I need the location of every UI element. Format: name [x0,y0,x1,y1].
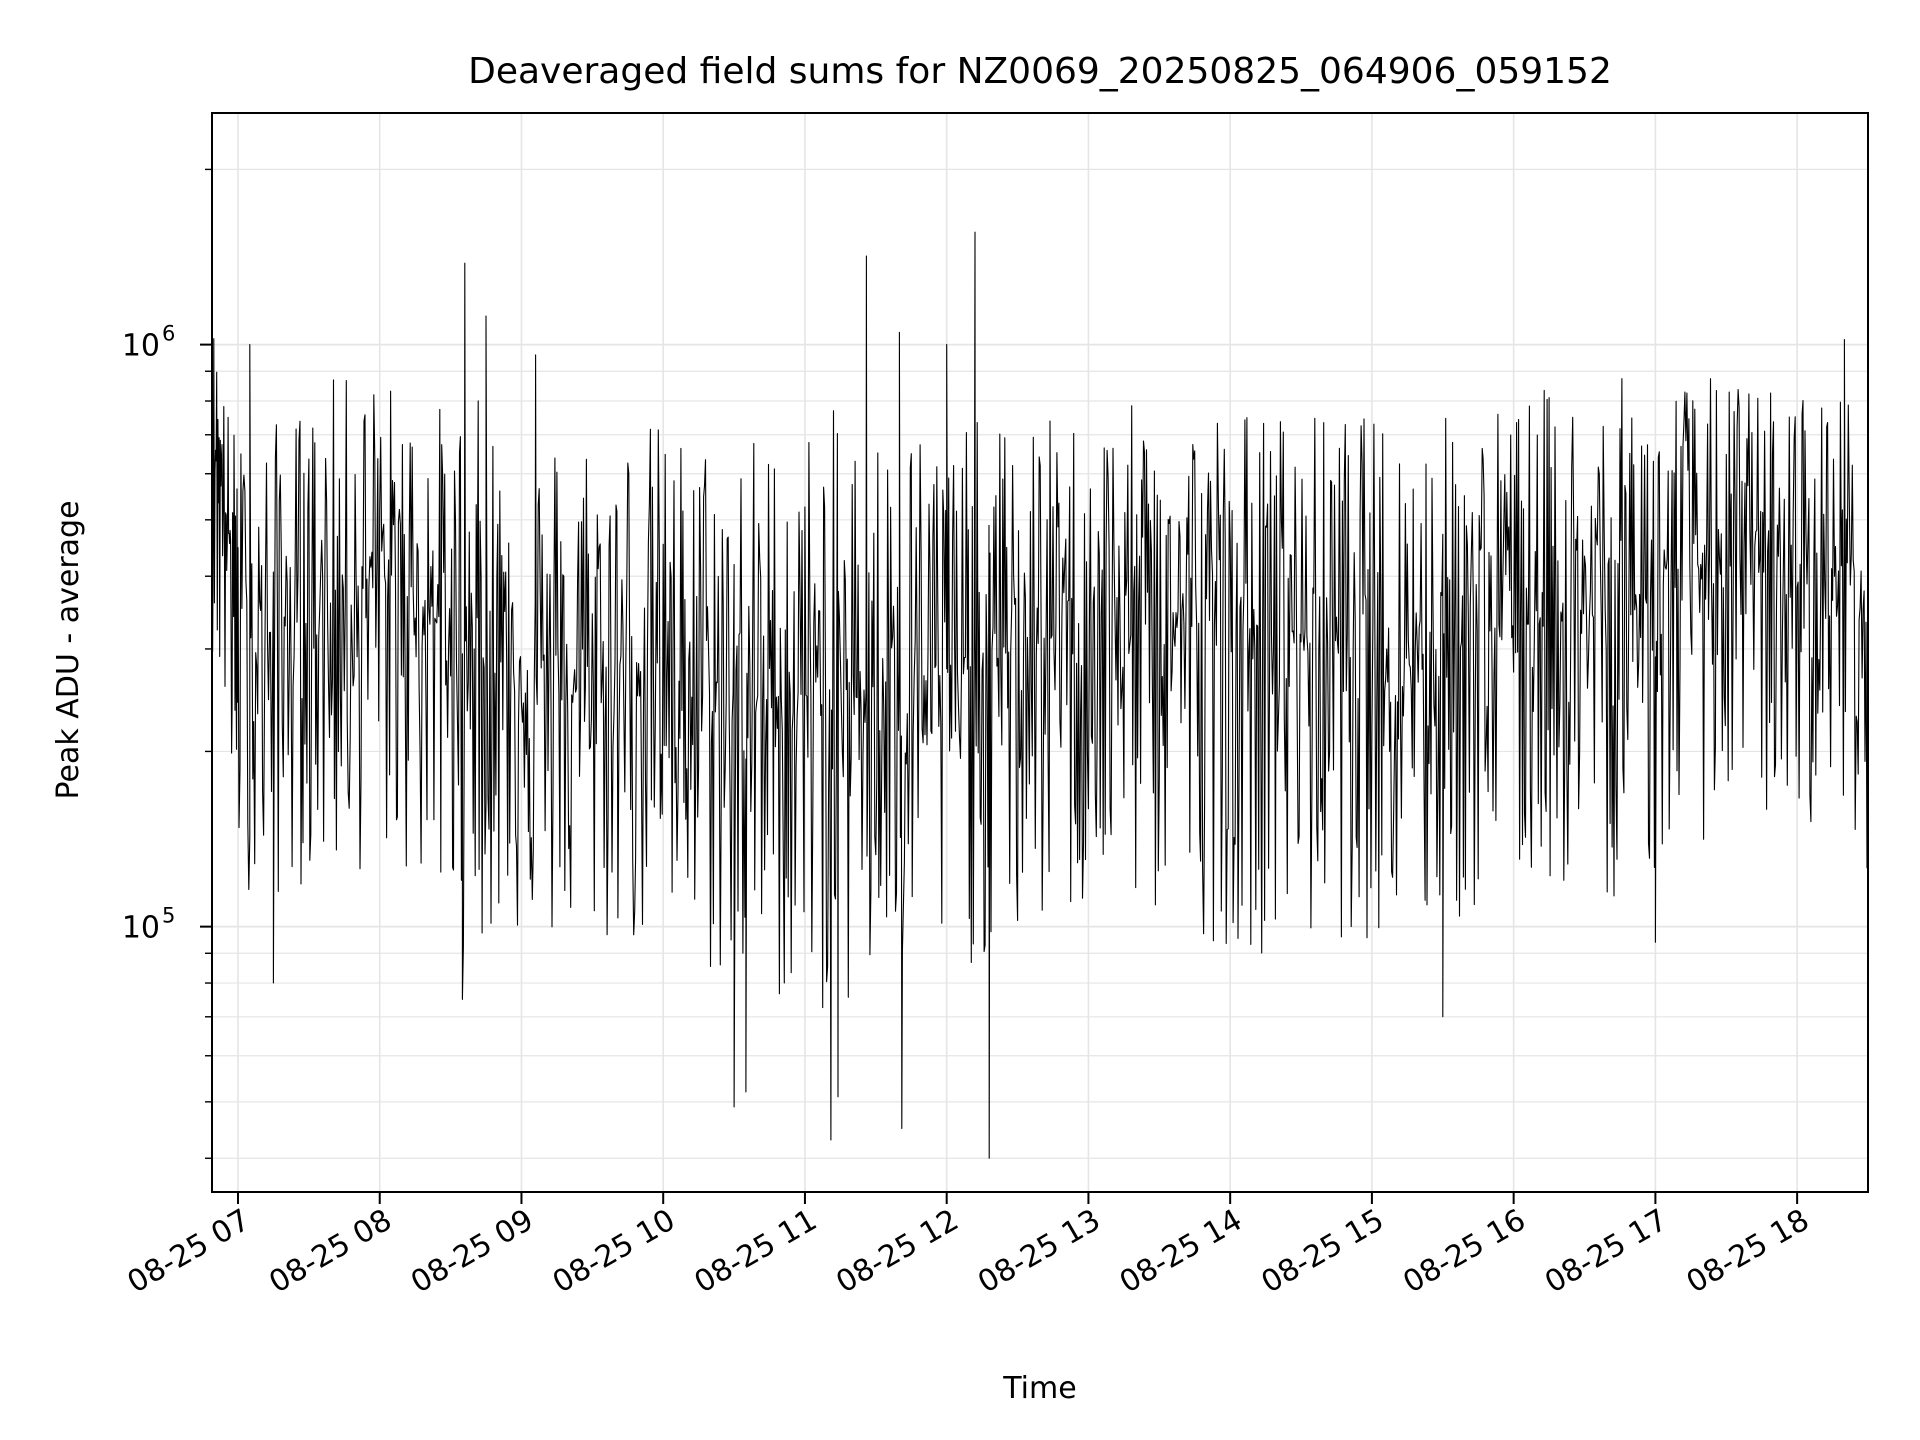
chart-title: Deaveraged field sums for NZ0069_2025082… [468,51,1612,92]
x-tick-label: 08-25 14 [1114,1203,1248,1301]
x-tick-label: 08-25 08 [263,1203,397,1301]
x-tick-label: 08-25 13 [972,1203,1106,1301]
x-axis: 08-25 07 08-25 08 08-25 09 08-25 10 08-25 11… [122,1192,1815,1300]
plot-frame [211,112,1869,1193]
x-tick-label: 08-25 09 [405,1203,539,1301]
y-tick-label: 10 [122,911,160,946]
y-tick-exponent: 5 [162,904,175,928]
x-tick-label: 08-25 12 [830,1203,964,1301]
y-axis-label: Peak ADU - average [51,500,86,799]
y-tick-exponent: 6 [162,322,175,346]
x-tick-label: 08-25 15 [1256,1203,1390,1301]
x-tick-label: 08-25 16 [1397,1203,1531,1301]
x-tick-label: 08-25 17 [1539,1203,1673,1301]
x-tick-label: 08-25 07 [122,1203,256,1301]
x-tick-label: 08-25 11 [689,1203,823,1301]
y-tick-label: 10 [122,329,160,364]
series-line [211,231,1868,1159]
x-axis-label: Time [1002,1371,1076,1406]
x-tick-label: 08-25 10 [547,1203,681,1301]
series-path [211,231,1868,1159]
x-tick-label: 08-25 18 [1681,1203,1815,1301]
